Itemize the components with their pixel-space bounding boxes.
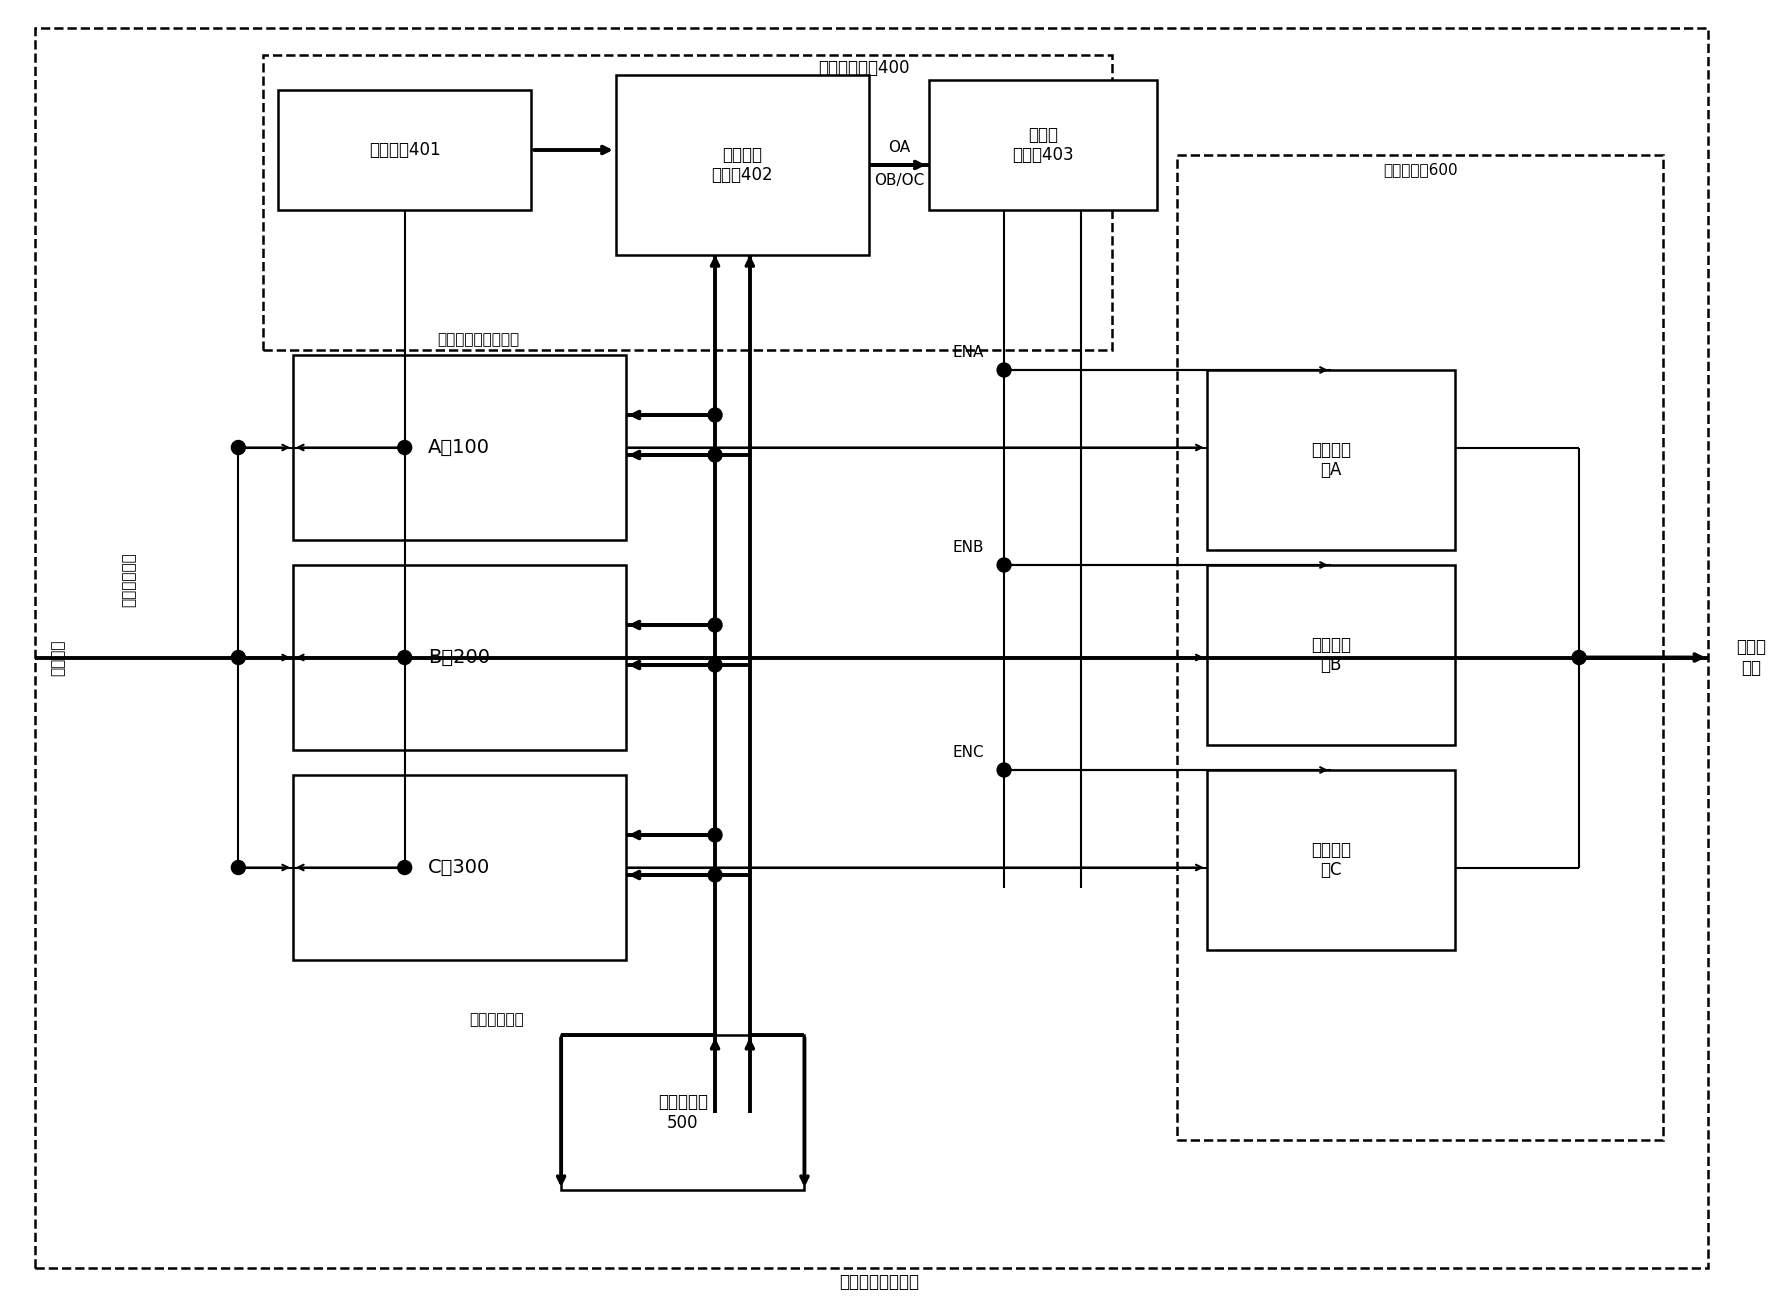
Bar xyxy=(1206,770,1456,950)
Text: 公共存储器
500: 公共存储器 500 xyxy=(657,1092,708,1131)
Circle shape xyxy=(398,651,411,665)
Text: 输出驱动器600: 输出驱动器600 xyxy=(1383,162,1458,178)
Circle shape xyxy=(708,868,723,882)
Text: 输出驱动
器B: 输出驱动 器B xyxy=(1311,635,1351,674)
Text: 状态信息和控制命令: 状态信息和控制命令 xyxy=(437,333,519,348)
Circle shape xyxy=(708,659,723,672)
Bar xyxy=(292,776,625,960)
Text: 容错冗余
控制器402: 容错冗余 控制器402 xyxy=(712,145,774,184)
Circle shape xyxy=(398,440,411,455)
Text: B机200: B机200 xyxy=(429,648,491,666)
Circle shape xyxy=(1573,651,1587,665)
Text: 仲裁切换单元400: 仲裁切换单元400 xyxy=(818,58,910,77)
Text: 时钟模块401: 时钟模块401 xyxy=(368,142,441,158)
Bar xyxy=(1206,370,1456,549)
Circle shape xyxy=(708,408,723,422)
Bar xyxy=(561,1035,804,1190)
Circle shape xyxy=(708,448,723,462)
Text: OB/OC: OB/OC xyxy=(873,173,924,187)
Text: ENA: ENA xyxy=(953,344,985,360)
Bar xyxy=(1178,155,1663,1141)
Circle shape xyxy=(997,763,1011,777)
Text: 输入数据: 输入数据 xyxy=(50,639,66,675)
Bar xyxy=(1206,565,1456,746)
Circle shape xyxy=(708,827,723,842)
Circle shape xyxy=(398,860,411,874)
Text: ENB: ENB xyxy=(953,539,985,555)
Bar xyxy=(278,90,531,210)
Text: A机100: A机100 xyxy=(429,438,491,457)
Circle shape xyxy=(997,362,1011,377)
Bar xyxy=(616,75,870,255)
Circle shape xyxy=(232,860,246,874)
Circle shape xyxy=(708,618,723,633)
Text: 采样脉冲信号: 采样脉冲信号 xyxy=(122,552,136,608)
Circle shape xyxy=(232,651,246,665)
Text: 双向数据读写: 双向数据读写 xyxy=(469,1012,524,1028)
Text: OA: OA xyxy=(887,139,910,155)
Text: ENC: ENC xyxy=(953,744,985,760)
Text: 开关量
输出: 开关量 输出 xyxy=(1736,638,1766,677)
Bar xyxy=(928,81,1156,210)
Text: 输出驱动
器A: 输出驱动 器A xyxy=(1311,440,1351,479)
Circle shape xyxy=(997,559,1011,572)
Bar xyxy=(292,565,625,750)
Bar xyxy=(264,55,1112,349)
Text: 三机冗余容错系统: 三机冗余容错系统 xyxy=(839,1273,919,1291)
Text: 优先级
控制器403: 优先级 控制器403 xyxy=(1011,126,1073,165)
Circle shape xyxy=(232,440,246,455)
Text: C机300: C机300 xyxy=(429,859,491,877)
Bar xyxy=(292,355,625,540)
Text: 输出驱动
器C: 输出驱动 器C xyxy=(1311,840,1351,879)
